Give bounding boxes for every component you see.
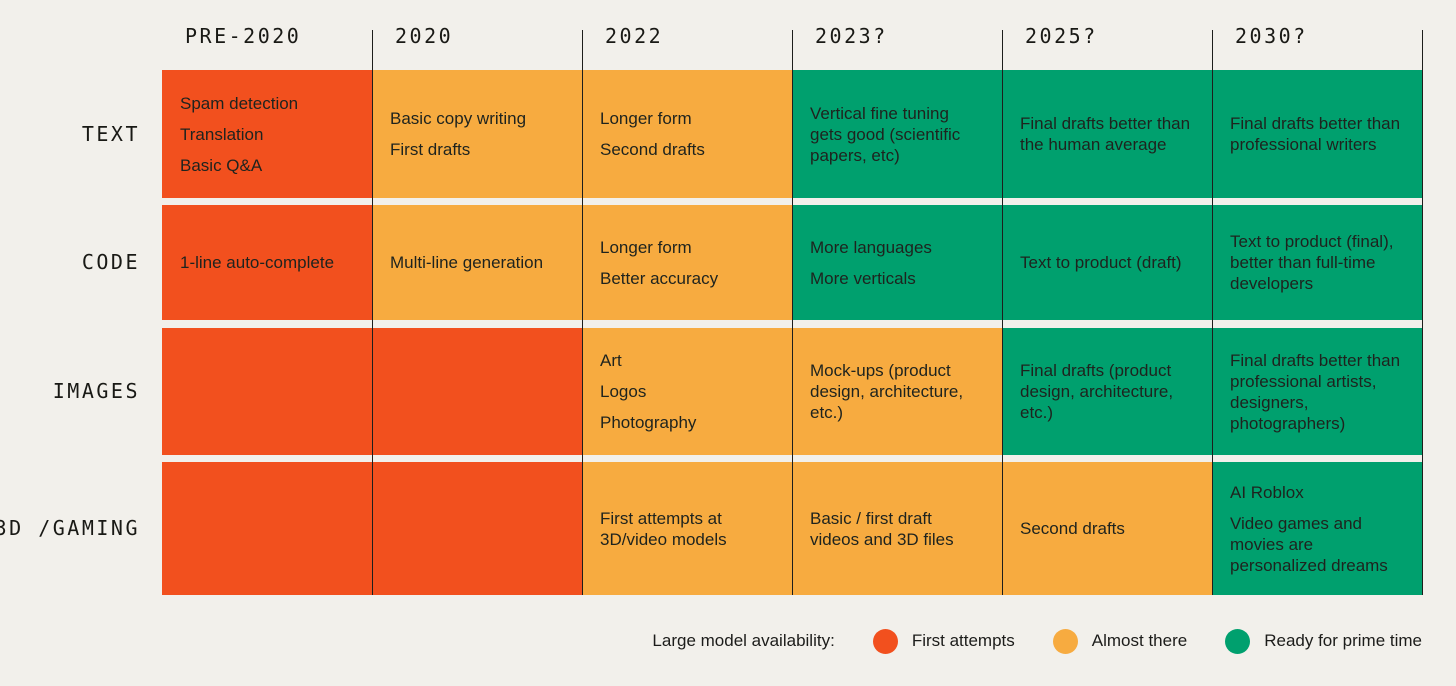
cell-text-2025: Final drafts better than the human avera… (1002, 70, 1212, 198)
cell-item: Longer form (600, 237, 692, 257)
cell-code-pre-2020: 1-line auto-complete (162, 205, 372, 320)
row-label-text: TEXT (81, 121, 140, 146)
cell-text-pre-2020: Spam detection Translation Basic Q&A (162, 70, 372, 198)
cell-item: Video games and movies are personalized … (1230, 513, 1388, 575)
table-row-images: Art Logos Photography Mock-ups (product … (162, 328, 1422, 455)
column-header-pre-2020: PRE-2020 (185, 24, 302, 48)
cell-images-2020 (372, 328, 582, 455)
cell-item: Second drafts (1020, 519, 1125, 538)
cell-code-2023: More languages More verticals (792, 205, 1002, 320)
cell-item: Translation (180, 124, 264, 144)
cell-item: Mock-ups (product design, architecture, … (810, 361, 964, 422)
cell-text-2023: Vertical fine tuning gets good (scientif… (792, 70, 1002, 198)
cell-item: Final drafts better than professional ar… (1230, 350, 1401, 433)
cell-code-2022: Longer form Better accuracy (582, 205, 792, 320)
cell-item: Longer form (600, 109, 692, 128)
column-gridline (1422, 30, 1423, 595)
cell-item: Multi-line generation (390, 253, 544, 272)
row-label-line: 3D / (0, 516, 53, 541)
cell-item: More verticals (810, 268, 916, 288)
legend: Large model availability: First attempts… (652, 628, 1422, 654)
cell-item: Better accuracy (600, 268, 719, 288)
row-label-line: GAMING (52, 516, 140, 541)
legend-item-almost-there: Almost there (1052, 628, 1188, 654)
cell-code-2020: Multi-line generation (372, 205, 582, 320)
row-label-code: CODE (81, 250, 140, 275)
column-header-2025: 2025? (1025, 24, 1098, 48)
cell-code-2025: Text to product (draft) (1002, 205, 1212, 320)
legend-item-label: Ready for prime time (1264, 631, 1422, 650)
table-row-text: Spam detection Translation Basic Q&A Bas… (162, 70, 1422, 198)
cell-item: More languages (810, 237, 932, 257)
row-label-images: IMAGES (52, 379, 140, 404)
cell-images-pre-2020 (162, 328, 372, 455)
cell-video-2022: First attempts at 3D/video models (582, 462, 792, 595)
cell-item: First drafts (390, 140, 471, 159)
ready-for-prime-time-dot-icon (1225, 628, 1251, 654)
cell-item: Basic / first draft videos and 3D files (810, 508, 954, 549)
cell-item: Basic copy writing (390, 109, 527, 128)
column-gridline (792, 30, 793, 595)
cell-code-2030: Text to product (final), better than ful… (1212, 205, 1422, 320)
cell-images-2022: Art Logos Photography (582, 328, 792, 455)
cell-images-2025: Final drafts (product design, architectu… (1002, 328, 1212, 455)
column-gridline (1002, 30, 1003, 595)
cell-item: Spam detection (180, 93, 299, 113)
column-header-2020: 2020 (395, 24, 454, 48)
cell-text-2020: Basic copy writing First drafts (372, 70, 582, 198)
column-header-row: PRE-2020 2020 2022 2023? 2025? 2030? (162, 24, 1422, 70)
first-attempts-dot-icon (872, 628, 898, 654)
table-row-code: 1-line auto-complete Multi-line generati… (162, 205, 1422, 320)
column-header-2022: 2022 (605, 24, 664, 48)
column-header-2023: 2023? (815, 24, 888, 48)
cell-text-2022: Longer form Second drafts (582, 70, 792, 198)
table-row-video-3d-gaming: First attempts at 3D/video models Basic … (162, 462, 1422, 595)
cell-item: Final drafts (product design, architectu… (1020, 361, 1174, 422)
legend-title: Large model availability: (652, 631, 835, 650)
cell-item: Text to product (draft) (1020, 253, 1182, 272)
legend-item-ready-for-prime-time: Ready for prime time (1225, 628, 1422, 654)
legend-item-label: First attempts (911, 631, 1015, 650)
cell-video-2025: Second drafts (1002, 462, 1212, 595)
cell-item: Vertical fine tuning gets good (scientif… (810, 103, 961, 165)
column-gridline (582, 30, 583, 595)
almost-there-dot-icon (1052, 628, 1078, 654)
cell-item: Text to product (final), better than ful… (1230, 232, 1394, 293)
legend-item-label: Almost there (1091, 631, 1188, 650)
cell-item: First attempts at 3D/video models (600, 508, 727, 549)
cell-item: Photography (600, 413, 697, 432)
cell-item: Art (600, 351, 622, 370)
column-gridline (1212, 30, 1213, 595)
cell-video-2030: AI Roblox Video games and movies are per… (1212, 462, 1422, 595)
cell-item: Second drafts (600, 140, 705, 159)
cell-video-2023: Basic / first draft videos and 3D files (792, 462, 1002, 595)
cell-item: Logos (600, 382, 647, 401)
row-label-video-3d-gaming: VIDEO /3D /GAMING (0, 462, 140, 595)
cell-item: 1-line auto-complete (180, 253, 335, 272)
cell-item: Basic Q&A (180, 155, 263, 175)
cell-item: AI Roblox (1230, 482, 1304, 502)
cell-video-2020 (372, 462, 582, 595)
cell-text-2030: Final drafts better than professional wr… (1212, 70, 1422, 198)
cell-images-2023: Mock-ups (product design, architecture, … (792, 328, 1002, 455)
cell-video-pre-2020 (162, 462, 372, 595)
cell-item: Final drafts better than the human avera… (1020, 114, 1191, 154)
column-header-2030: 2030? (1235, 24, 1308, 48)
cell-item: Final drafts better than professional wr… (1230, 114, 1401, 154)
legend-item-first-attempts: First attempts (872, 628, 1015, 654)
cell-images-2030: Final drafts better than professional ar… (1212, 328, 1422, 455)
column-gridline (372, 30, 373, 595)
